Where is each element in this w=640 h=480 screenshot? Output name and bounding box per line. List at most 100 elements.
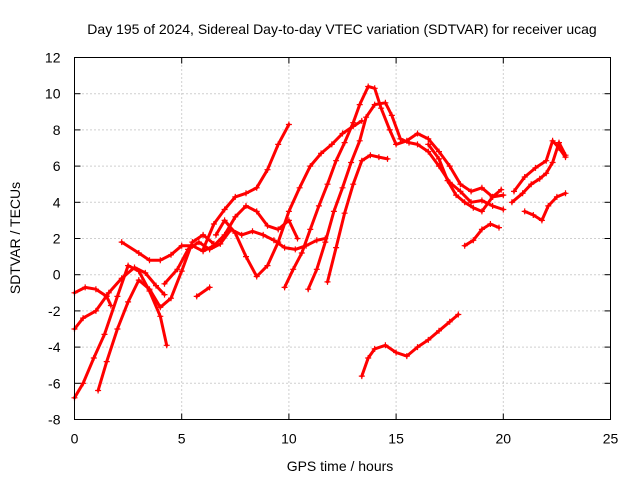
data-point <box>453 192 460 199</box>
data-point <box>200 231 207 238</box>
data-point <box>135 268 142 275</box>
data-point <box>92 307 99 314</box>
x-tick-label: 0 <box>71 431 79 447</box>
series-line <box>326 153 389 284</box>
data-point <box>363 114 370 121</box>
data-point <box>532 164 539 171</box>
series-line <box>306 101 505 291</box>
y-tick-label: 12 <box>45 50 61 66</box>
data-point <box>105 289 112 296</box>
data-point <box>375 154 382 161</box>
data-point <box>275 239 282 246</box>
data-point <box>285 121 292 128</box>
chart-title: Day 195 of 2024, Sidereal Day-to-day VTE… <box>87 21 596 37</box>
data-point <box>146 257 153 264</box>
data-point <box>157 313 164 320</box>
data-point <box>446 163 453 170</box>
data-point <box>174 266 181 273</box>
data-point <box>168 295 174 302</box>
data-point <box>163 342 170 349</box>
data-point <box>478 226 485 233</box>
series-line <box>73 264 169 400</box>
data-point <box>348 159 355 166</box>
data-point <box>478 208 485 215</box>
data-point <box>545 202 552 209</box>
series-track-14 <box>461 221 502 249</box>
data-point <box>135 277 142 284</box>
data-point <box>470 204 477 211</box>
series-line <box>360 313 460 378</box>
x-tick-label: 10 <box>281 431 297 447</box>
data-point <box>436 155 442 162</box>
series-track-11 <box>305 99 507 293</box>
data-point <box>146 286 153 293</box>
data-point <box>457 188 464 195</box>
series-line <box>195 285 212 298</box>
data-point <box>206 284 213 291</box>
data-point <box>114 326 121 332</box>
data-point <box>294 235 301 242</box>
data-point <box>521 208 528 215</box>
data-point <box>80 315 87 322</box>
data-point <box>206 246 213 253</box>
data-point <box>562 190 569 197</box>
data-point <box>296 184 303 191</box>
series-track-4 <box>95 231 217 394</box>
data-point <box>425 141 432 148</box>
data-point <box>157 257 164 264</box>
data-point <box>264 262 271 269</box>
data-point <box>322 239 329 246</box>
series-track-12 <box>324 152 391 285</box>
data-point <box>193 293 200 300</box>
y-tick-label: 0 <box>53 267 61 283</box>
x-tick-label: 15 <box>388 431 404 447</box>
series-line <box>201 123 291 251</box>
data-point <box>238 231 245 238</box>
data-point <box>436 327 442 334</box>
data-point <box>313 266 320 273</box>
data-point <box>468 199 475 206</box>
y-tick-label: -6 <box>48 375 61 391</box>
x-tick-label: 20 <box>496 431 512 447</box>
data-point <box>455 311 462 318</box>
data-point <box>414 344 421 351</box>
data-point <box>461 242 468 249</box>
data-point <box>290 266 297 273</box>
data-point <box>365 355 372 361</box>
data-point <box>356 137 363 144</box>
data-point <box>358 373 365 380</box>
data-point <box>436 148 442 155</box>
y-tick-label: 10 <box>45 86 61 102</box>
data-point <box>384 155 391 162</box>
data-point <box>487 221 494 227</box>
data-point <box>270 237 277 244</box>
data-point <box>549 159 556 166</box>
series-line <box>283 85 505 289</box>
data-point <box>468 188 475 195</box>
data-point <box>275 141 282 148</box>
data-point <box>243 190 249 197</box>
data-point <box>543 170 550 177</box>
data-point <box>178 268 185 275</box>
data-point <box>90 355 97 361</box>
data-point <box>153 282 159 289</box>
data-point <box>324 181 331 188</box>
data-point <box>425 148 432 155</box>
series-track-8 <box>193 284 213 300</box>
data-point <box>500 206 507 213</box>
data-point <box>461 199 468 206</box>
data-point <box>489 202 496 209</box>
data-point <box>367 152 374 159</box>
data-point <box>200 246 207 253</box>
y-tick-label: 4 <box>53 194 61 210</box>
data-point <box>333 244 340 251</box>
data-point <box>521 174 528 180</box>
data-point <box>80 380 87 387</box>
data-point <box>339 130 346 137</box>
y-axis-label: SDTVAR / TECUs <box>7 182 23 294</box>
data-point <box>341 139 348 146</box>
data-point <box>253 208 260 215</box>
series-track-18 <box>521 190 569 224</box>
data-point <box>82 284 89 291</box>
data-point <box>528 181 535 188</box>
